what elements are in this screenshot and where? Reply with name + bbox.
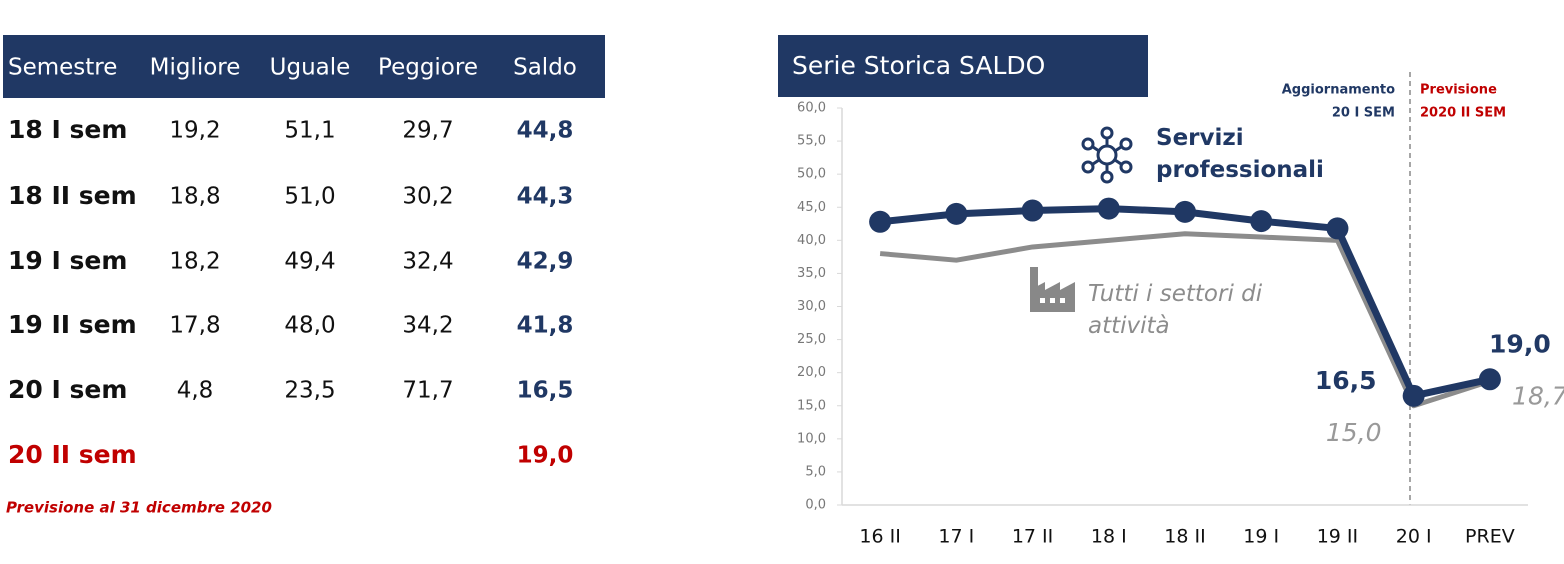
y-tick-label: 25,0	[797, 332, 826, 347]
legend-entry: Tutti i settori di attività	[1088, 281, 1263, 339]
table-cell: 71,7	[402, 378, 453, 404]
value-label: 18,7	[1512, 381, 1564, 410]
table-cell: 44,3	[517, 184, 574, 210]
y-tick-label: 45,0	[797, 200, 826, 215]
x-tick-label: 17 II	[1012, 526, 1053, 548]
network-icon	[1081, 126, 1133, 184]
forecast-saldo: 19,0	[517, 443, 574, 469]
annotation: 2020 II SEM	[1420, 106, 1506, 121]
table-cell: 4,8	[177, 378, 214, 404]
x-tick-label: 19 II	[1317, 526, 1358, 548]
row-label: 20 I sem	[8, 375, 127, 404]
table-cell: 29,7	[402, 118, 453, 144]
x-tick-label: 16 II	[859, 526, 900, 548]
point	[1250, 210, 1273, 233]
point	[869, 210, 892, 233]
table-cell: 30,2	[402, 184, 453, 210]
table-header-cell: Uguale	[270, 55, 351, 81]
value-label: 19,0	[1489, 329, 1551, 358]
row-label: 18 II sem	[8, 181, 137, 210]
table-note: Previsione al 31 dicembre 2020	[6, 499, 272, 517]
annotation: Previsione	[1420, 83, 1497, 98]
y-tick-label: 55,0	[797, 134, 826, 149]
table-cell: 41,8	[517, 313, 574, 339]
table-header-bar	[3, 35, 605, 98]
x-tick-label: 19 I	[1243, 526, 1279, 548]
table-cell: 48,0	[284, 313, 335, 339]
y-tick-label: 20,0	[797, 365, 826, 380]
factory-icon	[1030, 267, 1075, 312]
annotation: 20 I SEM	[1332, 106, 1395, 121]
value-label: 16,5	[1315, 366, 1377, 395]
table-cell: 49,4	[284, 249, 335, 275]
point	[945, 202, 968, 225]
table-cell: 51,1	[284, 118, 335, 144]
value-label: 15,0	[1326, 418, 1382, 447]
y-tick-label: 60,0	[797, 101, 826, 116]
table-cell: 16,5	[517, 378, 574, 404]
y-tick-label: 15,0	[797, 398, 826, 413]
series-line	[879, 231, 1491, 409]
table-cell: 23,5	[284, 378, 335, 404]
row-label: 18 I sem	[8, 115, 127, 144]
x-tick-label: 18 I	[1091, 526, 1127, 548]
row-label: 19 I sem	[8, 246, 127, 275]
table-header-cell: Saldo	[513, 55, 577, 81]
x-tick-label: PREV	[1465, 526, 1515, 548]
point	[1097, 197, 1120, 220]
x-tick-label: 17 I	[938, 526, 974, 548]
table-cell: 19,2	[169, 118, 220, 144]
forecast-label: 20 II sem	[8, 440, 137, 469]
point	[1402, 384, 1425, 407]
point	[1478, 368, 1501, 391]
table-header-cell: Semestre	[8, 55, 117, 81]
table-cell: 51,0	[284, 184, 335, 210]
x-tick-label: 20 I	[1396, 526, 1432, 548]
y-tick-label: 0,0	[805, 498, 826, 513]
y-tick-label: 30,0	[797, 299, 826, 314]
table-cell: 32,4	[402, 249, 453, 275]
point	[1021, 199, 1044, 222]
table-cell: 18,8	[169, 184, 220, 210]
table-cell: 34,2	[402, 313, 453, 339]
chart-title-bar	[778, 35, 1148, 97]
table-header-cell: Peggiore	[378, 55, 478, 81]
legend-entry: Servizi professionali	[1156, 125, 1324, 183]
table-header-cell: Migliore	[150, 55, 241, 81]
annotation: Aggiornamento	[1282, 83, 1395, 98]
y-tick-label: 40,0	[797, 233, 826, 248]
chart-title: Serie Storica SALDO	[792, 51, 1045, 80]
table-cell: 44,8	[517, 118, 574, 144]
point	[1326, 217, 1349, 240]
x-tick-label: 18 II	[1164, 526, 1205, 548]
row-label: 19 II sem	[8, 310, 137, 339]
y-tick-label: 50,0	[797, 167, 826, 182]
point	[1174, 200, 1196, 223]
table-cell: 18,2	[169, 249, 220, 275]
y-tick-label: 5,0	[805, 464, 826, 479]
y-tick-label: 35,0	[797, 266, 826, 281]
table-cell: 17,8	[169, 313, 220, 339]
y-tick-label: 10,0	[797, 431, 826, 446]
table-cell: 42,9	[517, 249, 574, 275]
